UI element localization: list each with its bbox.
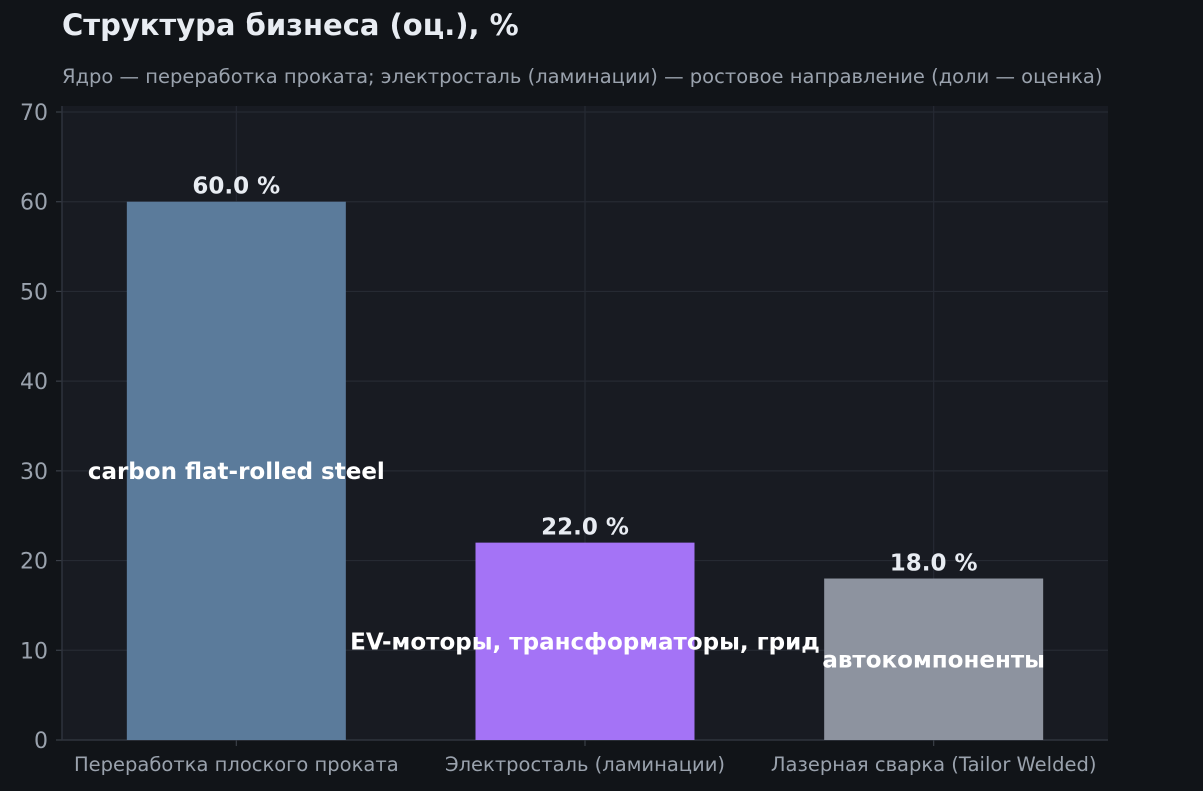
y-tick-label: 0 [34, 729, 48, 754]
y-tick-label: 70 [20, 101, 48, 126]
y-tick-label: 10 [20, 639, 48, 664]
x-tick-label: Лазерная сварка (Tailor Welded) [771, 753, 1097, 776]
value-label: 18.0 % [890, 551, 978, 577]
y-tick-label: 20 [20, 550, 48, 575]
x-tick-label: Электросталь (ламинации) [445, 753, 725, 776]
bar [475, 542, 695, 740]
chart-title: Структура бизнеса (оц.), % [62, 8, 519, 42]
bar-annotation: carbon flat-rolled steel [88, 459, 385, 485]
chart-subtitle: Ядро — переработка проката; электросталь… [62, 65, 1103, 88]
y-tick-label: 50 [20, 280, 48, 305]
bar [126, 201, 346, 740]
y-tick-label: 30 [20, 460, 48, 485]
bar-annotation: EV-моторы, трансформаторы, грид [350, 629, 820, 655]
value-label: 60.0 % [192, 174, 280, 200]
bar-annotation: автокомпоненты [822, 647, 1045, 673]
value-label: 22.0 % [541, 515, 629, 541]
bar [824, 578, 1044, 740]
x-tick-label: Переработка плоского проката [74, 753, 399, 776]
y-tick-label: 40 [20, 370, 48, 395]
y-tick-label: 60 [20, 191, 48, 216]
